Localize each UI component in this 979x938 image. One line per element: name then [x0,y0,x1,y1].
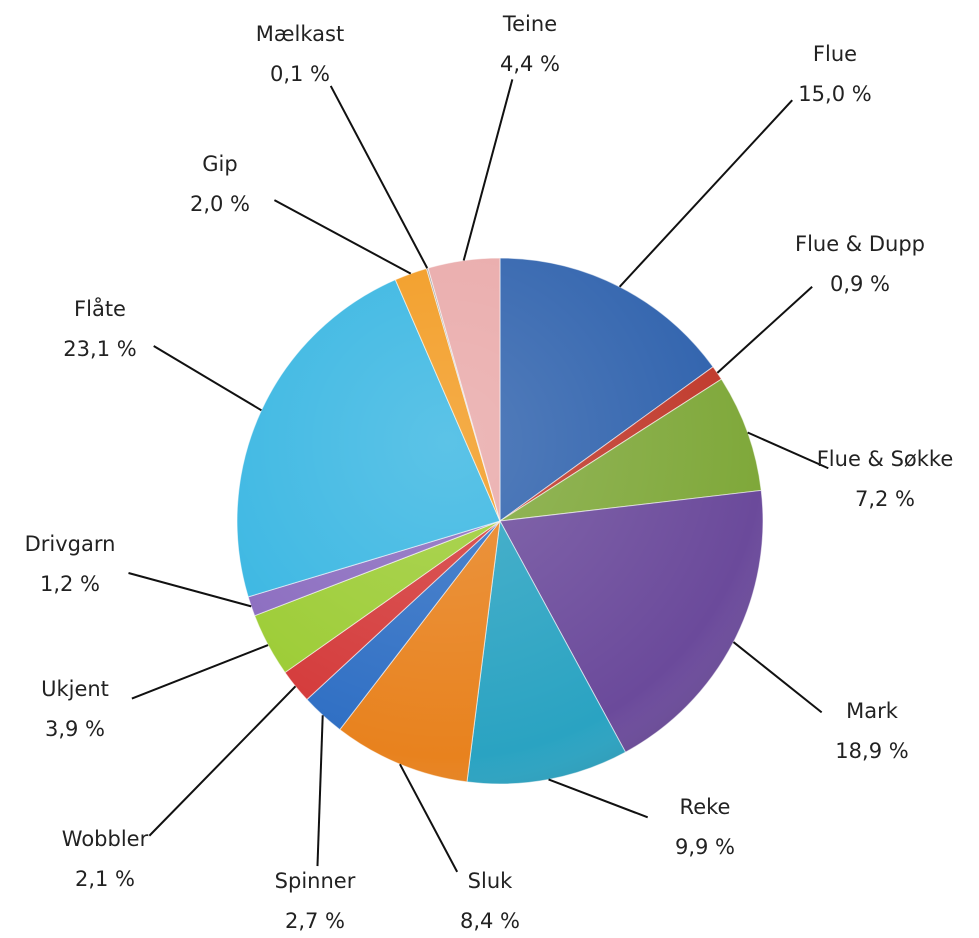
value-label: 7,2 % [855,487,915,511]
category-label: Flue & Søkke [817,447,954,471]
value-label: 2,7 % [285,909,345,933]
leader-line [316,715,324,867]
value-label: 23,1 % [63,337,136,361]
leader-line [462,79,514,261]
value-label: 0,1 % [270,62,330,86]
value-label: 15,0 % [798,82,871,106]
leader-line [716,285,813,374]
leader-line [548,778,649,819]
leader-line [273,199,412,275]
value-label: 9,9 % [675,835,735,859]
category-label: Teine [502,12,557,36]
leader-line [153,345,262,412]
category-label: Mælkast [256,22,344,46]
category-label: Sluk [468,869,513,893]
value-label: 2,1 % [75,867,135,891]
category-label: Flåte [74,296,126,321]
category-label: Ukjent [41,677,109,701]
category-label: Gip [202,152,237,176]
value-label: 18,9 % [835,739,908,763]
category-label: Flue & Dupp [795,232,925,256]
value-label: 4,4 % [500,52,560,76]
category-label: Drivgarn [25,532,116,556]
leader-line [329,85,429,269]
leader-line [399,763,459,873]
leader-line [732,641,823,714]
leader-line [618,99,793,288]
value-label: 2,0 % [190,192,250,216]
value-label: 3,9 % [45,717,105,741]
category-label: Mark [846,699,899,723]
category-label: Reke [680,795,731,819]
leader-line [131,644,269,700]
category-label: Flue [813,42,857,66]
value-label: 1,2 % [40,572,100,596]
value-label: 0,9 % [830,272,890,296]
category-label: Wobbler [62,827,149,851]
category-label: Spinner [275,869,356,893]
leader-line [128,572,252,608]
value-label: 8,4 % [460,909,520,933]
leader-line [148,685,297,837]
